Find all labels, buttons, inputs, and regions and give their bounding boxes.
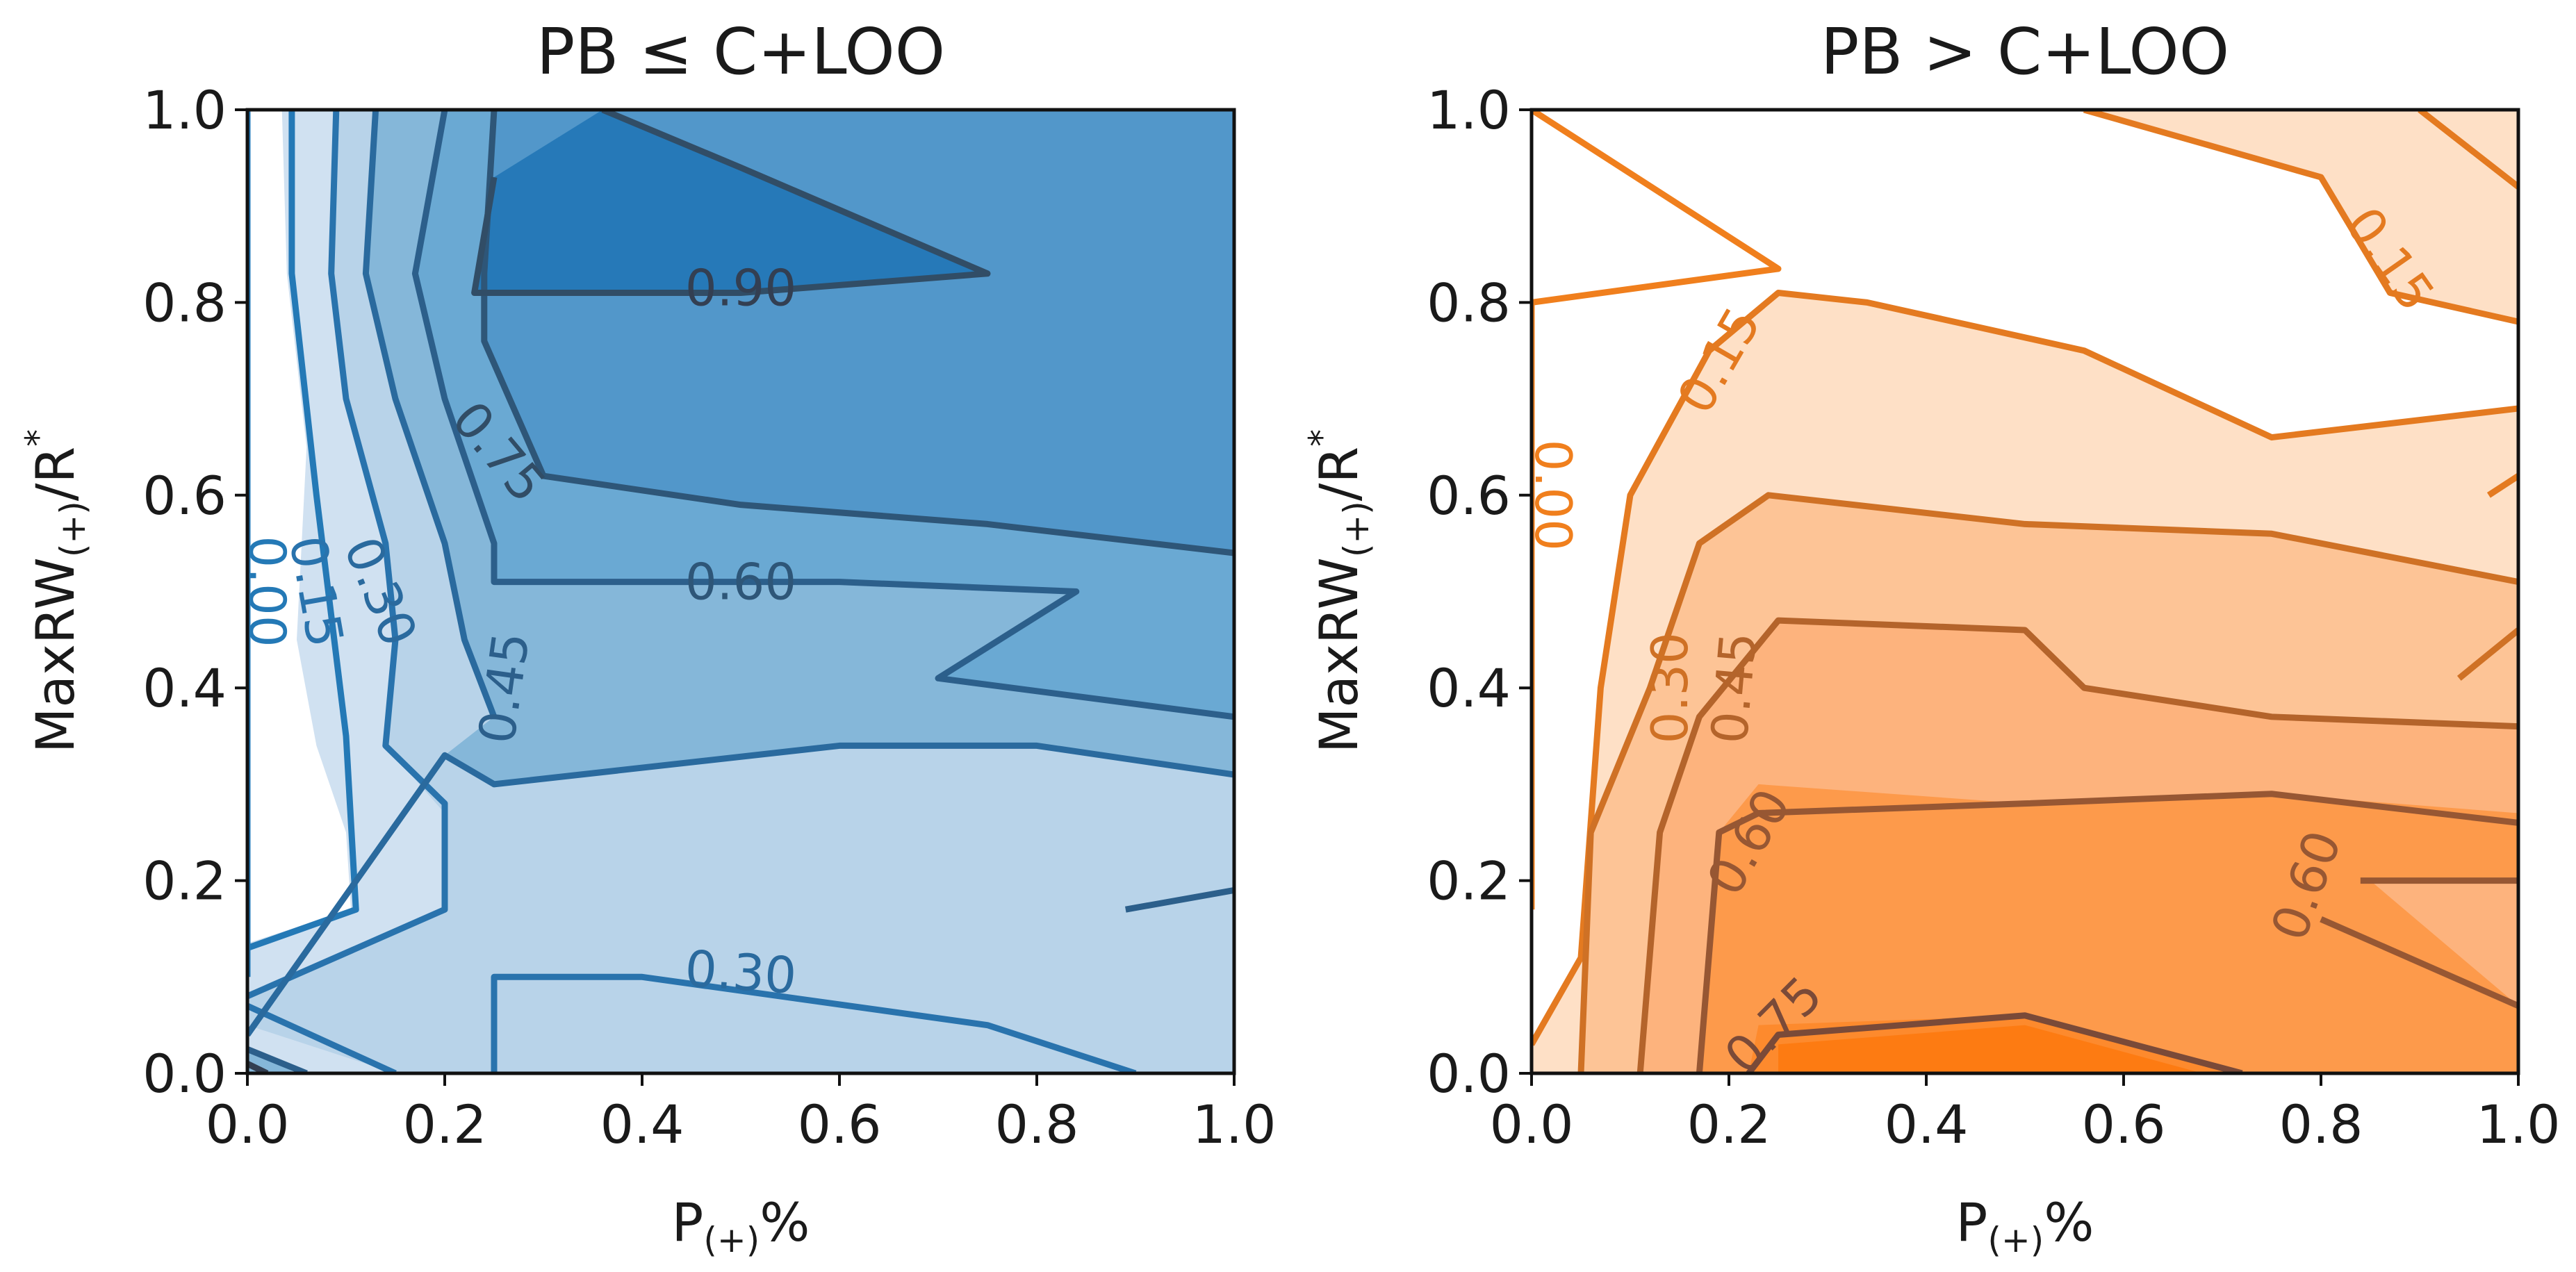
- right-x-tick-label: 1.0: [2477, 1093, 2561, 1155]
- left-contour-band-7: [474, 110, 987, 293]
- right-contour-line-0.45: [1636, 617, 2518, 1073]
- right-x-tick-label: 0.6: [2082, 1093, 2166, 1155]
- right-contour-line-0.60: [1696, 791, 2518, 1073]
- left-contour-line-0.60: [481, 110, 1234, 556]
- left-contour-line-0.15: [247, 110, 448, 1000]
- right-contour-line-0.15: [2486, 473, 2518, 498]
- left-x-tick-label: 0.4: [600, 1093, 684, 1155]
- right-x-axis-label: P(+)%: [1956, 1191, 2094, 1260]
- left-axis-ticks: 0.0 0.2 0.4 0.6 0.8 1.0 0.0 0.2 0.4 0.6 0.8 1.0: [142, 79, 1276, 1155]
- left-x-tick-label: 0.2: [403, 1093, 487, 1155]
- right-contour-line-0.15: [1532, 290, 2518, 1046]
- right-y-axis-label: MaxRW(+)/R*: [1302, 429, 1377, 753]
- left-x-tick-label: 0.6: [798, 1093, 882, 1155]
- right-contour-label: 0.30: [1641, 632, 1699, 743]
- left-y-tick-label: 0.2: [142, 850, 227, 912]
- left-contour-fills: [247, 110, 1234, 1073]
- right-y-tick-label: 0.2: [1427, 850, 1511, 912]
- left-contour-line-0.30: [247, 742, 1234, 1037]
- right-x-tick-label: 0.8: [2279, 1093, 2363, 1155]
- right-x-tick-label: 0.2: [1687, 1093, 1771, 1155]
- right-contour-label: 0.45: [1700, 630, 1768, 746]
- left-contour-line-0.45: [411, 110, 1234, 720]
- left-contour-line-0.75: [471, 110, 991, 297]
- left-y-axis-label: MaxRW(+)/R*: [18, 429, 93, 753]
- right-y-tick-label: 0.6: [1427, 465, 1511, 527]
- left-contour-line-0.15: [491, 973, 1137, 1073]
- left-x-axis-label: P(+)%: [672, 1191, 810, 1260]
- right-contour-fills: [1532, 110, 2518, 1073]
- right-y-tick-label: 0.4: [1427, 657, 1511, 719]
- right-panel-title: PB > C+LOO: [1821, 15, 2229, 89]
- left-y-tick-label: 0.4: [142, 657, 227, 719]
- left-contour-line-0.45: [1125, 887, 1234, 913]
- left-y-tick-label: 0.0: [142, 1043, 227, 1105]
- right-contour-line-0.00: [1532, 110, 1782, 910]
- right-contour-label: 0.00: [1524, 440, 1582, 551]
- left-contour-label: 0.30: [683, 939, 798, 1005]
- right-contour-lines: [1532, 110, 2518, 1073]
- right-plot-frame: [1529, 108, 2520, 1075]
- right-contour-band-4: [1699, 784, 2518, 1073]
- left-y-tick-label: 1.0: [142, 79, 227, 141]
- right-y-tick-label: 0.8: [1427, 272, 1511, 333]
- right-contour-line-0.30: [1577, 492, 2518, 1073]
- left-panel-title: PB ≤ C+LOO: [536, 15, 945, 89]
- left-y-tick-label: 0.8: [142, 272, 227, 333]
- left-x-tick-label: 0.8: [995, 1093, 1079, 1155]
- left-x-tick-label: 1.0: [1192, 1093, 1277, 1155]
- right-x-tick-label: 0.4: [1885, 1093, 1969, 1155]
- left-contour-labels: 0.000.150.300.450.600.750.900.30: [238, 259, 798, 1005]
- right-contour-line-0.30: [2456, 627, 2518, 681]
- right-contour-line-0.15: [2418, 110, 2518, 190]
- left-contour-line-0.15: [247, 1002, 397, 1073]
- left-contour-panel: PB ≤ C+LOO 0.000.150.300.450.600.750.900…: [18, 15, 1276, 1260]
- right-axis-ticks: 0.0 0.2 0.4 0.6 0.8 1.0 0.0 0.2 0.4 0.6 0.8 1.0: [1427, 79, 2560, 1155]
- left-contour-line-0.30: [362, 110, 498, 718]
- left-x-tick-label: 0.0: [206, 1093, 290, 1155]
- right-contour-line-0.15: [2083, 110, 2518, 325]
- right-y-tick-label: 1.0: [1427, 79, 1511, 141]
- right-contour-panel: PB > C+LOO 0.000.150.150.30 0.450.60 0.600…: [1302, 15, 2560, 1260]
- left-plot-frame: [245, 108, 1236, 1075]
- right-contour-line-0.75: [1746, 1012, 2243, 1073]
- right-contour-line-0.60: [2320, 916, 2518, 1009]
- left-contour-line-0.00: [247, 110, 359, 951]
- left-contour-label: 0.60: [685, 553, 796, 611]
- left-y-tick-label: 0.6: [142, 465, 227, 527]
- left-contour-label: 0.90: [685, 259, 796, 317]
- right-x-tick-label: 0.0: [1490, 1093, 1574, 1155]
- left-contour-line-0.45: [247, 1046, 308, 1073]
- right-contour-band-6: [1778, 1025, 2203, 1073]
- right-y-tick-label: 0.0: [1427, 1043, 1511, 1105]
- left-contour-lines: [247, 110, 1234, 1073]
